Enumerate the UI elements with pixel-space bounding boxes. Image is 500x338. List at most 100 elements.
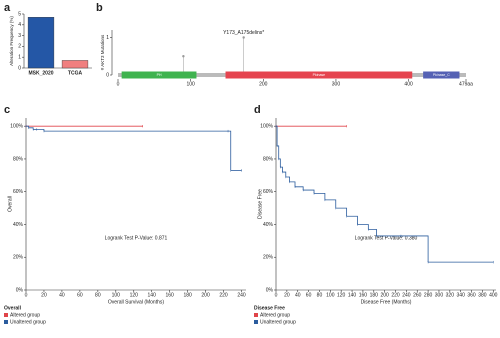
x-tick-label: 100 (326, 292, 335, 298)
x-tick-label: 479aa (459, 81, 473, 87)
x-tick-label: MSK_2020 (28, 70, 53, 76)
x-tick-label: 300 (435, 292, 444, 298)
domain (225, 71, 413, 79)
survival-step (357, 224, 369, 230)
x-axis-label: Overall Survival (Months) (108, 299, 164, 305)
survival-step (278, 158, 281, 168)
lollipop-head (242, 36, 245, 39)
domain-label: Pkinase_C (433, 73, 450, 77)
x-tick-label: 340 (457, 292, 466, 298)
y-tick-label: 100% (260, 124, 273, 130)
survival-step (368, 228, 377, 236)
x-tick-label: 380 (478, 292, 487, 298)
panel-label: a (4, 2, 11, 14)
x-tick-label: 260 (413, 292, 422, 298)
x-tick-label: 300 (332, 81, 341, 87)
y-axis-label: Alteration Frequency (%) (9, 16, 14, 66)
y-tick-label: 40% (13, 222, 24, 228)
x-axis-label: Disease Free (Months) (361, 299, 412, 305)
y-tick-label: 0% (16, 287, 24, 293)
panel-label: d (254, 104, 261, 116)
legend-swatch (254, 313, 258, 317)
survival-step (28, 127, 34, 130)
legend-title: Overall (4, 305, 22, 311)
x-tick-label: 60 (306, 292, 312, 298)
bar (61, 60, 89, 69)
p-value: Logrank Test P-Value: 0.380 (355, 236, 418, 242)
x-tick-label: 400 (489, 292, 498, 298)
y-tick-label: 0 (106, 72, 109, 78)
survival-step (295, 186, 304, 191)
domain-label: PH (157, 73, 162, 77)
y-tick-label: 0 (18, 65, 21, 71)
panel-label: c (4, 104, 10, 116)
survival-step (314, 192, 326, 200)
x-tick-label: 40 (295, 292, 301, 298)
x-tick-label: 80 (95, 292, 101, 298)
legend-label: Altered group (260, 312, 290, 318)
x-tick-label: 320 (446, 292, 455, 298)
y-tick-label: 20% (263, 255, 274, 261)
y-tick-label: 0% (266, 287, 274, 293)
mutation-label: Y173_A175delins* (223, 30, 264, 36)
p-value: Logrank Test P-Value: 0.871 (105, 236, 168, 242)
x-tick-label: 360 (467, 292, 476, 298)
y-tick-label: 100% (10, 124, 23, 130)
y-tick-label: 40% (263, 222, 274, 228)
x-tick-label: 20 (284, 292, 290, 298)
domain (423, 71, 460, 79)
survival-step (324, 199, 337, 209)
x-tick-label: 280 (424, 292, 433, 298)
x-tick-label: 160 (166, 292, 175, 298)
x-tick-label: 40 (59, 292, 65, 298)
y-tick-label: 80% (263, 156, 274, 162)
y-tick-label: 60% (263, 189, 274, 195)
survival-step (277, 145, 280, 159)
x-tick-label: TCGA (68, 70, 83, 76)
y-tick-label: 60% (13, 189, 24, 195)
domain (121, 71, 197, 79)
x-tick-label: 400 (404, 81, 413, 87)
x-tick-label: 100 (112, 292, 121, 298)
survival-step (346, 215, 358, 225)
survival-step (36, 129, 45, 132)
x-tick-label: 180 (183, 292, 192, 298)
y-tick-label: 1 (106, 35, 109, 41)
survival-step (228, 130, 232, 171)
x-tick-label: 220 (391, 292, 400, 298)
x-tick-label: 100 (186, 81, 195, 87)
legend-label: Altered group (10, 312, 40, 318)
survival-step (289, 181, 296, 187)
y-axis-label: Overall (7, 196, 13, 212)
lollipop-head (182, 55, 185, 58)
legend-swatch (4, 320, 8, 324)
y-tick-label: 3 (18, 33, 21, 39)
x-tick-label: 200 (201, 292, 210, 298)
y-axis-label: # AKT3 Mutations (100, 34, 105, 70)
x-tick-label: 140 (348, 292, 357, 298)
x-tick-label: 160 (359, 292, 368, 298)
survival-step (400, 235, 429, 263)
y-tick-label: 5 (18, 11, 21, 17)
survival-step (26, 125, 30, 128)
x-tick-label: 0 (25, 292, 28, 298)
x-tick-label: 20 (41, 292, 47, 298)
survival-step (335, 207, 348, 217)
x-tick-label: 0 (117, 81, 120, 87)
survival-step (282, 171, 287, 177)
y-tick-label: 2 (18, 44, 21, 50)
y-tick-label: 20% (13, 255, 24, 261)
y-tick-label: 80% (13, 156, 24, 162)
survival-step (303, 189, 315, 194)
x-tick-label: 140 (148, 292, 157, 298)
domain-label: Pkinase (313, 73, 326, 77)
y-tick-label: 4 (18, 22, 21, 28)
legend-swatch (4, 313, 8, 317)
x-tick-label: 220 (219, 292, 228, 298)
survival-step (285, 176, 290, 182)
x-tick-label: 0 (275, 292, 278, 298)
legend-swatch (254, 320, 258, 324)
x-tick-label: 180 (370, 292, 379, 298)
x-tick-label: 120 (337, 292, 346, 298)
